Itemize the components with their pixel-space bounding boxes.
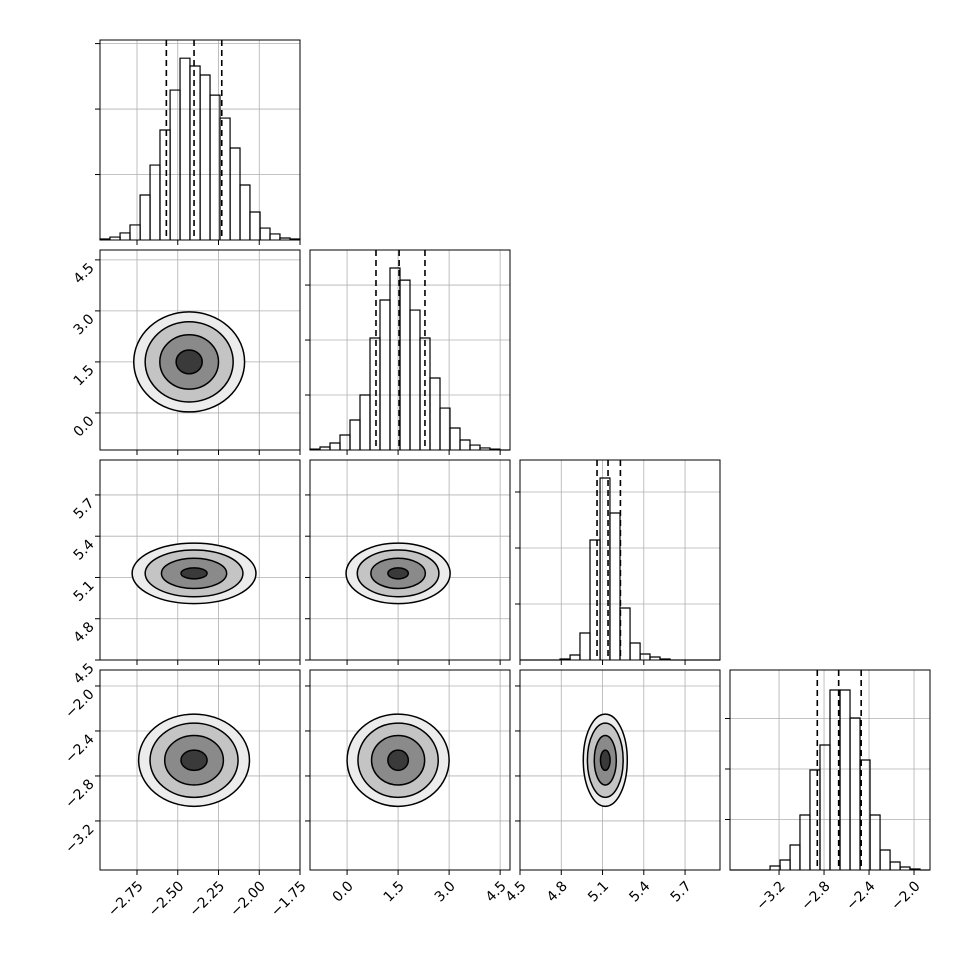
hist-bin xyxy=(359,394,371,450)
contour xyxy=(180,749,208,772)
y-tick-label: −2.8 xyxy=(62,776,97,811)
contour xyxy=(175,349,203,375)
hist-bin xyxy=(129,224,141,240)
hist-bin xyxy=(849,717,861,870)
panel-frame xyxy=(309,249,511,451)
hist-bin xyxy=(179,57,191,240)
contour xyxy=(599,749,611,772)
hist-bin xyxy=(459,439,471,450)
panel-frame xyxy=(309,459,511,661)
x-tick-label: −2.0 xyxy=(888,878,923,913)
panel-frame xyxy=(519,669,721,871)
hist-bin xyxy=(429,377,441,450)
x-tick-label: −2.4 xyxy=(843,878,878,913)
hist-bin xyxy=(379,299,391,450)
x-tick-label: 5.7 xyxy=(668,878,695,905)
hist-bin xyxy=(589,539,601,660)
hist-bin xyxy=(619,607,631,660)
hist-bin xyxy=(799,814,811,870)
y-tick-label: 4.5 xyxy=(71,260,98,287)
x-tick-label: 1.5 xyxy=(381,878,408,905)
hist-bin xyxy=(249,211,261,240)
hist-bin xyxy=(169,89,181,240)
y-tick-label: 5.4 xyxy=(71,536,98,563)
hist-bin xyxy=(269,233,281,240)
panel-frame xyxy=(99,249,301,451)
y-tick-label: −3.2 xyxy=(62,821,97,856)
hist-bin xyxy=(369,337,381,450)
x-tick-label: −2.50 xyxy=(146,878,188,920)
panel-frame xyxy=(729,669,931,871)
hist-bin xyxy=(229,147,241,240)
contour xyxy=(180,567,208,580)
hist-bin xyxy=(409,309,421,450)
hist-bin xyxy=(399,279,411,450)
contour xyxy=(387,567,410,580)
hist-bin xyxy=(779,859,791,870)
hist-bin xyxy=(819,744,831,870)
x-tick-label: 5.4 xyxy=(626,878,653,905)
hist-bin xyxy=(449,427,461,450)
y-tick-label: 0.0 xyxy=(71,413,98,440)
hist-bin xyxy=(869,814,881,870)
hist-bin xyxy=(339,434,351,450)
hist-bin xyxy=(189,65,201,240)
hist-bin xyxy=(809,769,821,870)
hist-bin xyxy=(199,74,211,240)
panel-frame xyxy=(99,459,301,661)
x-tick-label: 3.0 xyxy=(432,878,459,905)
hist-bin xyxy=(239,184,251,240)
hist-bin xyxy=(629,642,641,660)
hist-bin xyxy=(139,194,151,240)
hist-bin xyxy=(569,654,581,660)
hist-bin xyxy=(579,632,591,660)
y-tick-label: 5.1 xyxy=(71,578,98,605)
x-tick-label: 0.0 xyxy=(330,878,357,905)
hist-bin xyxy=(789,844,801,870)
x-tick-label: −3.2 xyxy=(753,878,788,913)
hist-bin xyxy=(349,419,361,450)
panel-frame xyxy=(309,669,511,871)
hist-bin xyxy=(119,232,131,240)
y-tick-label: 4.5 xyxy=(71,660,98,687)
hist-bin xyxy=(439,407,451,450)
x-tick-label: −2.00 xyxy=(227,878,269,920)
contour xyxy=(387,749,410,772)
panel-frame xyxy=(99,39,301,241)
hist-bin xyxy=(259,227,271,240)
y-tick-label: −2.0 xyxy=(62,686,97,721)
hist-bin xyxy=(469,444,481,450)
y-tick-label: 4.8 xyxy=(71,619,98,646)
x-tick-label: 4.5 xyxy=(503,878,530,905)
x-tick-label: −2.75 xyxy=(105,878,147,920)
hist-bin xyxy=(159,129,171,240)
panel-frame xyxy=(519,459,721,661)
y-tick-label: −2.4 xyxy=(62,731,97,766)
hist-bin xyxy=(839,689,851,870)
hist-bin xyxy=(889,861,901,870)
hist-bin xyxy=(329,442,341,450)
hist-bin xyxy=(879,849,891,870)
y-tick-label: 5.7 xyxy=(71,495,98,522)
x-tick-label: −2.25 xyxy=(187,878,229,920)
x-tick-label: −1.75 xyxy=(268,878,310,920)
hist-bin xyxy=(149,164,161,240)
hist-bin xyxy=(769,865,781,870)
hist-bin xyxy=(639,653,651,660)
panel-frame xyxy=(99,669,301,871)
x-tick-label: 5.1 xyxy=(585,878,612,905)
y-tick-label: 1.5 xyxy=(71,362,98,389)
x-tick-label: −2.8 xyxy=(798,878,833,913)
hist-bin xyxy=(609,512,621,660)
y-tick-label: 3.0 xyxy=(71,311,98,338)
x-tick-label: 4.8 xyxy=(544,878,571,905)
